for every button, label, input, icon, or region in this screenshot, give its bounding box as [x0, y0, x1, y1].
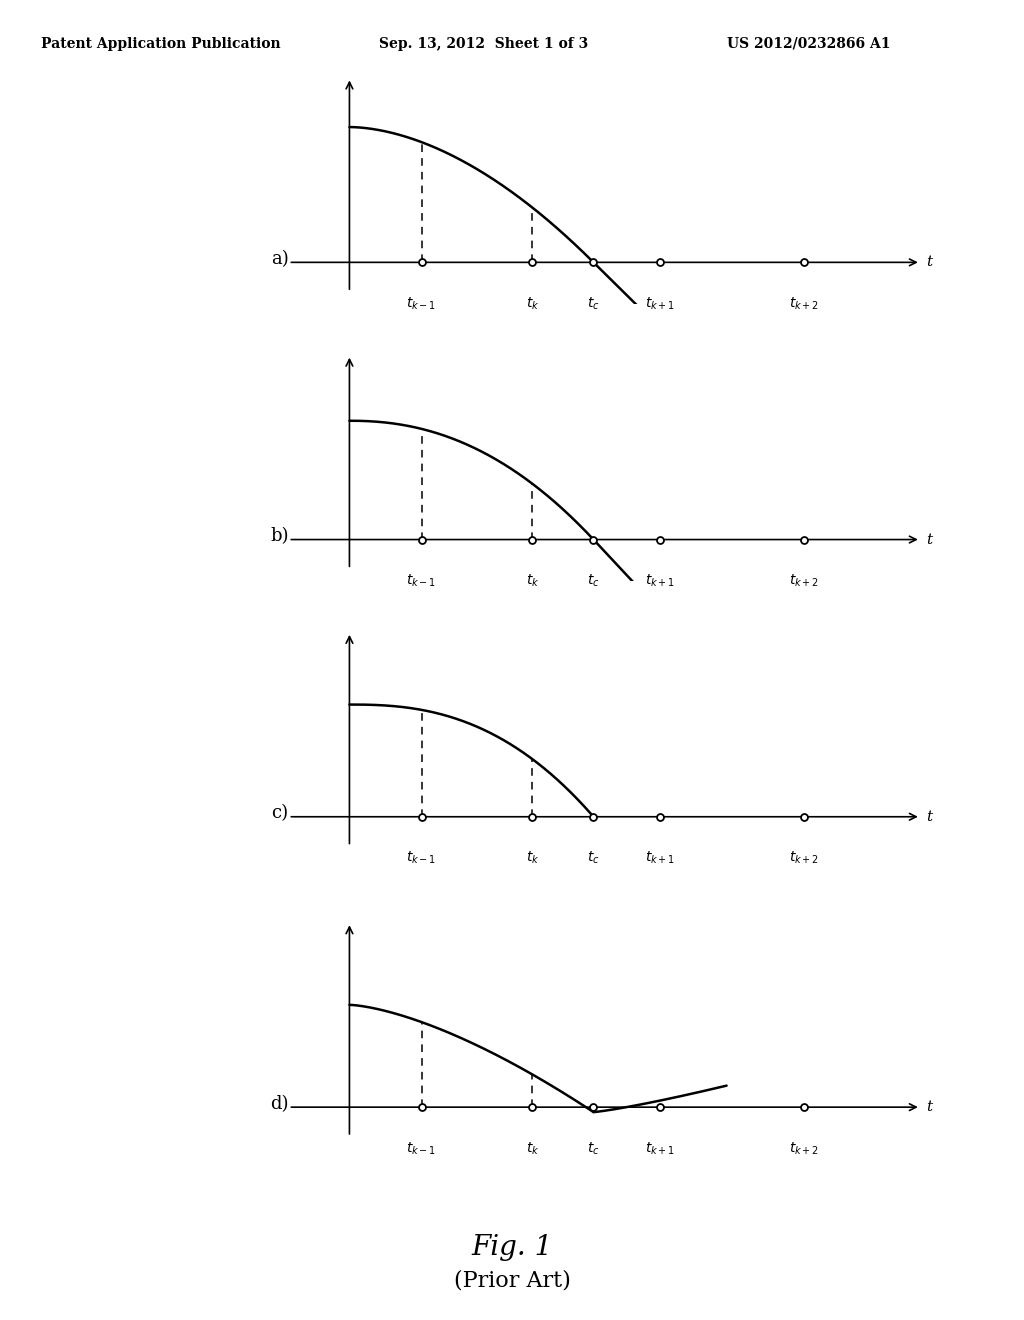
- Text: $t_c$: $t_c$: [587, 573, 600, 589]
- Text: Sep. 13, 2012  Sheet 1 of 3: Sep. 13, 2012 Sheet 1 of 3: [379, 37, 588, 51]
- Text: $t_{k+2}$: $t_{k+2}$: [790, 850, 819, 866]
- Text: $t_k$: $t_k$: [525, 850, 540, 866]
- Text: US 2012/0232866 A1: US 2012/0232866 A1: [727, 37, 891, 51]
- Text: $t_k$: $t_k$: [525, 296, 540, 312]
- Text: $t_{k-1}$: $t_{k-1}$: [407, 850, 436, 866]
- Text: $t_c$: $t_c$: [587, 850, 600, 866]
- Text: $t_{k-1}$: $t_{k-1}$: [407, 296, 436, 312]
- Text: $t_{k-1}$: $t_{k-1}$: [407, 573, 436, 589]
- Text: $t_c$: $t_c$: [587, 296, 600, 312]
- Text: $t_{k+2}$: $t_{k+2}$: [790, 296, 819, 312]
- Text: $t_k$: $t_k$: [525, 1140, 540, 1156]
- Text: $t_{k+1}$: $t_{k+1}$: [645, 573, 675, 589]
- Text: $t_{k+2}$: $t_{k+2}$: [790, 573, 819, 589]
- Text: $t_{k-1}$: $t_{k-1}$: [407, 1140, 436, 1156]
- Text: Fig. 1: Fig. 1: [471, 1234, 553, 1261]
- Text: c): c): [271, 804, 289, 822]
- Text: $t_{k+1}$: $t_{k+1}$: [645, 850, 675, 866]
- Text: Patent Application Publication: Patent Application Publication: [41, 37, 281, 51]
- Text: t: t: [927, 532, 933, 546]
- Text: t: t: [927, 809, 933, 824]
- Text: $t_{k+1}$: $t_{k+1}$: [645, 1140, 675, 1156]
- Text: a): a): [270, 249, 289, 268]
- Text: $t_c$: $t_c$: [587, 1140, 600, 1156]
- Text: b): b): [270, 527, 289, 545]
- Text: d): d): [270, 1094, 289, 1113]
- Text: $t_{k+1}$: $t_{k+1}$: [645, 296, 675, 312]
- Text: (Prior Art): (Prior Art): [454, 1270, 570, 1292]
- Text: $t_k$: $t_k$: [525, 573, 540, 589]
- Text: t: t: [927, 1100, 933, 1114]
- Text: t: t: [927, 255, 933, 269]
- Text: $t_{k+2}$: $t_{k+2}$: [790, 1140, 819, 1156]
